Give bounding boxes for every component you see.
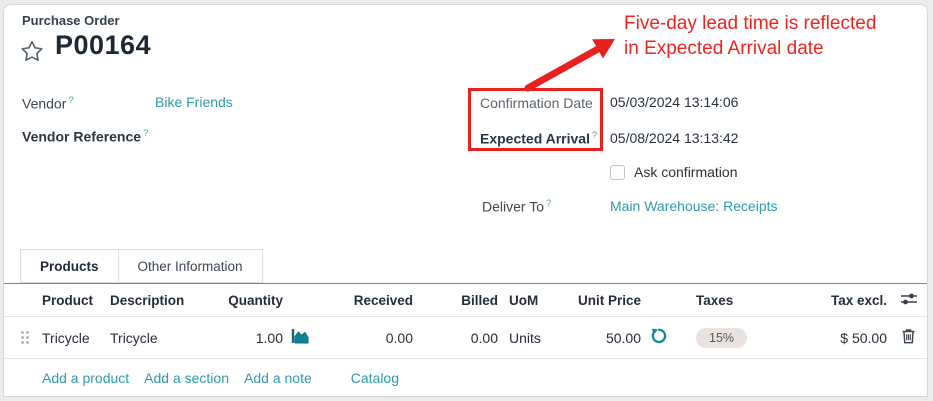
annotation-line2: in Expected Arrival date <box>624 38 824 59</box>
add-a-note-link[interactable]: Add a note <box>244 370 312 386</box>
col-header-uom[interactable]: UoM <box>509 292 539 308</box>
col-header-quantity[interactable]: Quantity <box>228 292 283 308</box>
add-a-section-link[interactable]: Add a section <box>144 370 230 386</box>
col-header-billed[interactable]: Billed <box>461 292 498 308</box>
cell-received[interactable]: 0.00 <box>385 329 413 346</box>
order-lines-header: Product Description Quantity Received Bi… <box>4 284 927 317</box>
tab-products[interactable]: Products <box>20 249 119 283</box>
cell-description[interactable]: Tricycle <box>110 329 158 346</box>
deliver-to-help-icon[interactable]: ? <box>546 198 552 209</box>
forecast-graph-icon[interactable] <box>286 328 316 348</box>
add-a-product-link[interactable]: Add a product <box>42 370 130 386</box>
cell-product[interactable]: Tricycle <box>42 329 90 346</box>
confirmation-date-label: Confirmation Date <box>480 95 593 111</box>
col-header-tax-excl[interactable]: Tax excl. <box>830 292 887 308</box>
col-header-taxes[interactable]: Taxes <box>696 292 734 308</box>
cell-subtotal: $ 50.00 <box>840 329 887 346</box>
notebook-tabbar: Products Other Information <box>4 249 927 284</box>
col-header-description[interactable]: Description <box>110 292 185 308</box>
tax-badge[interactable]: 15% <box>696 327 748 348</box>
cell-taxes: 15% <box>672 327 780 348</box>
price-history-icon[interactable] <box>644 328 672 347</box>
confirmation-date-field[interactable]: 05/03/2024 13:14:06 <box>610 94 739 110</box>
delete-row-trash-icon[interactable] <box>890 328 927 347</box>
tab-other-information[interactable]: Other Information <box>117 249 263 283</box>
deliver-to-label: Deliver To? <box>482 198 552 215</box>
col-header-received[interactable]: Received <box>353 292 413 308</box>
vendor-label: Vendor? <box>22 95 74 112</box>
annotation-arrow <box>524 39 615 92</box>
optional-columns-icon[interactable] <box>890 292 927 309</box>
drag-handle-icon[interactable] <box>20 330 42 345</box>
col-header-product[interactable]: Product <box>42 292 94 308</box>
page-title[interactable]: P00164 <box>55 30 152 60</box>
expected-arrival-label: Expected Arrival? <box>480 130 598 147</box>
expected-arrival-field[interactable]: 05/08/2024 13:13:42 <box>610 130 739 146</box>
vendor-field[interactable]: Bike Friends <box>155 94 233 110</box>
catalog-link[interactable]: Catalog <box>350 370 400 386</box>
favorite-star-icon[interactable] <box>19 39 45 64</box>
form-card <box>3 4 928 397</box>
cell-unit-price[interactable]: 50.00 <box>605 329 641 346</box>
annotation-highlight-box <box>468 88 603 151</box>
cell-billed[interactable]: 0.00 <box>470 329 498 346</box>
ask-confirmation-checkbox[interactable] <box>610 165 625 180</box>
order-line-row[interactable]: Tricycle Tricycle 1.00 0.00 0.00 Units 5… <box>4 317 927 359</box>
vendor-reference-help-icon[interactable]: ? <box>143 128 149 139</box>
ask-confirmation-label: Ask confirmation <box>634 164 738 180</box>
vendor-reference-label: Vendor Reference? <box>22 128 149 145</box>
line-actions: Add a product Add a section Add a note C… <box>42 361 399 395</box>
annotation-text: Five-day lead time is reflected in Expec… <box>624 11 924 61</box>
vendor-help-icon[interactable]: ? <box>68 95 74 106</box>
expected-arrival-help-icon[interactable]: ? <box>591 130 598 141</box>
col-header-unit-price[interactable]: Unit Price <box>577 292 641 308</box>
annotation-line1: Five-day lead time is reflected <box>624 13 877 34</box>
cell-uom[interactable]: Units <box>509 329 541 346</box>
deliver-to-field[interactable]: Main Warehouse: Receipts <box>610 198 778 214</box>
breadcrumb: Purchase Order <box>22 13 120 28</box>
cell-quantity[interactable]: 1.00 <box>255 329 283 346</box>
